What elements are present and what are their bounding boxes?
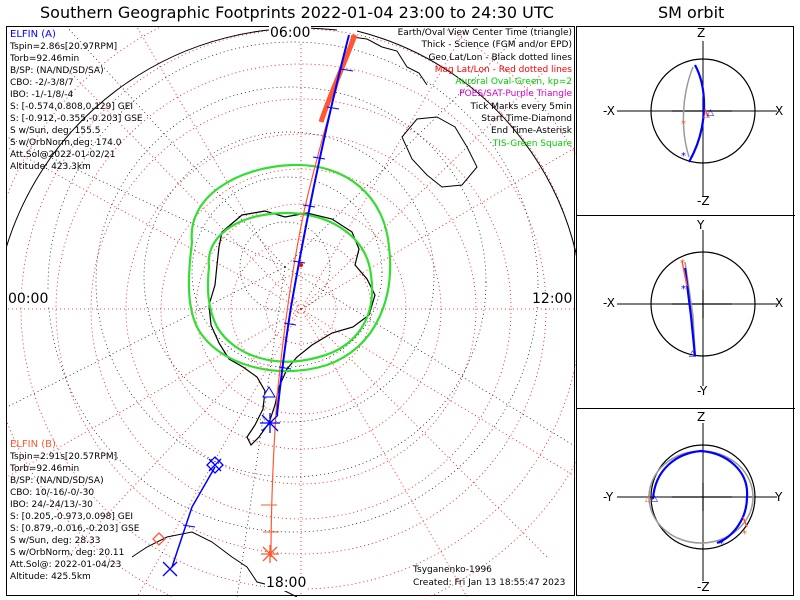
created-timestamp: Created: Fri Jan 13 18:55:47 2023 — [413, 578, 566, 588]
sm-axis-right: X — [775, 104, 784, 118]
elfin-a-line: IBO: -1/-1/8/-4 — [10, 90, 74, 100]
mlt-label-bottom: 18:00 — [265, 575, 308, 591]
elfin-a-end-asterisk — [162, 413, 280, 577]
elfin-a-line: Altitude: 423.3km — [10, 162, 91, 172]
sm-axis-bottom: -Z — [697, 194, 710, 208]
mlt-label-left: 00:00 — [7, 291, 50, 307]
sm-axis-left: -Y — [603, 490, 614, 504]
elfin-b-line: IBO: 24/-24/13/-30 — [10, 500, 93, 510]
svg-text:*: * — [742, 529, 747, 540]
sm-panel-xy: * * △ — [617, 230, 777, 386]
elfin-a-line: S: [-0.574,0.808,0.129] GEI — [10, 102, 134, 112]
elfin-b-line: S: [0.879,-0.016,-0.203] GSE — [10, 524, 140, 534]
svg-text:*: * — [681, 119, 686, 130]
earth-limb — [356, 30, 576, 256]
elfin-b-ticks — [261, 504, 279, 533]
elfin-a-line: B/SP: (NA/ND/SD/SA) — [10, 66, 104, 76]
sm-axis-top: Z — [697, 410, 706, 424]
sm-panel-yz: * * △ △ — [617, 423, 777, 581]
elfin-a-line: Tspin=2.86s[20.97RPM] — [10, 42, 118, 52]
magnetic-pole-marker — [299, 263, 303, 267]
elfin-b-start-diamond — [152, 532, 166, 546]
elfin-a-header: ELFIN (A) — [10, 29, 56, 40]
view-center-triangle — [262, 386, 276, 398]
elfin-b-end-asterisk — [261, 545, 279, 563]
sm-orbit-title: SM orbit — [658, 3, 725, 22]
footprint-map-panel: 06:00 00:00 12:00 18:00 ELFIN (A) Tspin=… — [6, 25, 576, 597]
svg-text:*: * — [681, 284, 686, 295]
elfin-b-line: CBO: 10/-16/-0/-30 — [10, 488, 95, 498]
sm-axis-left: -X — [603, 104, 615, 118]
magnetic-grid — [7, 27, 576, 597]
legend-item: TIS-Green Square — [492, 138, 572, 149]
elfin-a-start-diamond — [206, 456, 224, 474]
sm-axis-top: Z — [697, 26, 706, 40]
svg-text:△: △ — [703, 110, 710, 120]
elfin-a-track — [171, 34, 350, 568]
elfin-a-line: S: [-0.912,-0.355,-0.203] GSE — [10, 114, 143, 124]
legend-item: Mag Lat/Lon - Red dotted lines — [434, 64, 572, 75]
elfin-a-line: CBO: -2/-3/8/7 — [10, 78, 74, 88]
landmass-top-right — [401, 116, 478, 188]
mlt-label-right: 12:00 — [531, 291, 574, 307]
elfin-b-line: Att.Sol@: 2022-01-04/23 — [10, 560, 122, 570]
model-credit: Tsyganenko-1996 — [413, 565, 492, 575]
legend-item: Thick - Science (FGM and/or EPD) — [421, 40, 572, 51]
mlt-label-top: 06:00 — [269, 25, 312, 41]
sm-axis-bottom: -Y — [697, 384, 708, 398]
sm-axis-right: X — [775, 296, 784, 310]
elfin-b-line: Altitude: 425.5km — [10, 572, 91, 582]
auroral-oval — [187, 163, 392, 373]
elfin-b-line: Tspin=2.91s[20.57RPM] — [10, 452, 118, 462]
sm-axis-bottom: -Z — [697, 580, 710, 594]
sm-divider — [577, 408, 795, 409]
legend-item: Earth/Oval View Center Time (triangle) — [397, 28, 572, 38]
elfin-a-line: Torb=92.46min — [10, 54, 80, 64]
svg-text:*: * — [719, 539, 724, 550]
elfin-b-line: S w/Sun, deg: 28.33 — [10, 536, 101, 546]
elfin-b-line: S w/OrbNorm, deg: 20.11 — [10, 548, 125, 558]
svg-text:△: △ — [651, 494, 658, 504]
legend-item: End Time-Asterisk — [490, 126, 572, 137]
geographic-grid — [7, 27, 576, 597]
svg-text:△: △ — [645, 494, 652, 504]
elfin-a-line: Att.Sol@2022-01-02/21 — [10, 150, 116, 160]
elfin-a-line: S w/Sun, deg: 155.5 — [10, 126, 101, 136]
legend-item: Start Time-Diamond — [481, 114, 572, 125]
legend-item: Auroral Oval-Green, kp=2 — [455, 77, 572, 88]
sm-panel-xz: * * △ △ — [617, 41, 777, 197]
elfin-a-info: ELFIN (A) Tspin=2.86s[20.97RPM] Torb=92.… — [10, 29, 143, 173]
footprint-map — [7, 27, 576, 597]
svg-text:△: △ — [707, 108, 714, 118]
elfin-b-info: ELFIN (B) Tspin=2.91s[20.57RPM] Torb=92.… — [10, 439, 139, 583]
landmass-top — [351, 36, 428, 86]
sm-axis-right: Y — [775, 490, 783, 504]
svg-text:*: * — [681, 151, 686, 162]
sm-axis-left: -X — [603, 296, 615, 310]
svg-text:*: * — [680, 258, 685, 269]
elfin-b-line: Torb=92.46min — [10, 464, 80, 474]
sm-axis-top: Y — [697, 218, 705, 232]
elfin-a-line: S w/OrbNorm,deg: 174.0 — [10, 138, 122, 148]
elfin-b-header: ELFIN (B) — [10, 439, 56, 450]
elfin-a-ticks — [182, 68, 354, 528]
elfin-b-line: B/SP: (NA/ND/SD/SA) — [10, 476, 104, 486]
page-title: Southern Geographic Footprints 2022-01-0… — [40, 3, 554, 22]
map-legend: Earth/Oval View Center Time (triangle) T… — [398, 27, 572, 150]
legend-item: POES/SAT-Purple Triangle — [459, 89, 572, 100]
legend-item: Geo Lat/Lon - Black dotted lines — [428, 52, 572, 63]
svg-text:△: △ — [689, 349, 696, 359]
legend-item: Tick Marks every 5min — [470, 101, 572, 112]
elfin-b-line: S: [0.205,-0.973,0.098] GEI — [10, 512, 134, 522]
sm-divider — [577, 215, 795, 216]
sm-orbit-panel: * * △ △ Z -Z -X X * * △ Y -Y -X X * * △ — [576, 26, 795, 596]
earth-limb-left — [7, 27, 338, 248]
